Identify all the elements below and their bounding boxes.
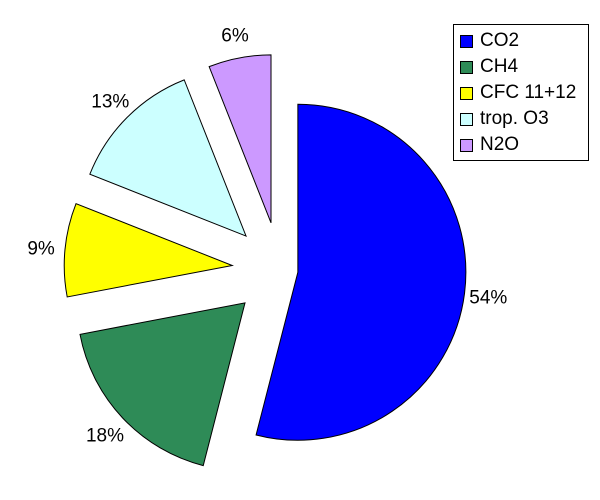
pie-slice-n2o (208, 54, 272, 224)
legend-swatch (460, 138, 473, 152)
legend-swatch (460, 60, 473, 74)
legend-item-co2: CO2 (460, 28, 584, 54)
legend-label: CO2 (480, 30, 520, 51)
slice-label-co2: 54% (469, 287, 507, 308)
slice-label-n2o: 6% (221, 25, 249, 46)
legend-swatch (460, 112, 473, 126)
legend-label: CFC 11+12 (480, 82, 577, 103)
legend-label: CH4 (480, 56, 519, 77)
legend: CO2 CH4 CFC 11+12 trop. O3 N2O (453, 24, 589, 161)
pie-slice-ch4 (79, 302, 246, 467)
legend-item-ch4: CH4 (460, 54, 584, 80)
pie-data-labels: 54% 18% 9% 13% 6% (27, 25, 507, 446)
legend-swatch (460, 34, 473, 48)
slice-label-trop-o3: 13% (91, 91, 129, 112)
legend-label: trop. O3 (480, 108, 549, 129)
pie-slice-cfc-11-12 (63, 202, 234, 298)
legend-label: N2O (480, 134, 520, 155)
legend-item-n2o: N2O (460, 132, 584, 158)
slice-label-cfc-11-12: 9% (27, 238, 55, 259)
pie-slices (63, 54, 467, 467)
slice-label-ch4: 18% (86, 425, 124, 446)
legend-swatch (460, 86, 473, 100)
legend-item-trop-o3: trop. O3 (460, 106, 584, 132)
pie-slice-trop-o3 (89, 79, 247, 237)
legend-item-cfc: CFC 11+12 (460, 80, 584, 106)
pie-slice-co2 (255, 103, 467, 441)
